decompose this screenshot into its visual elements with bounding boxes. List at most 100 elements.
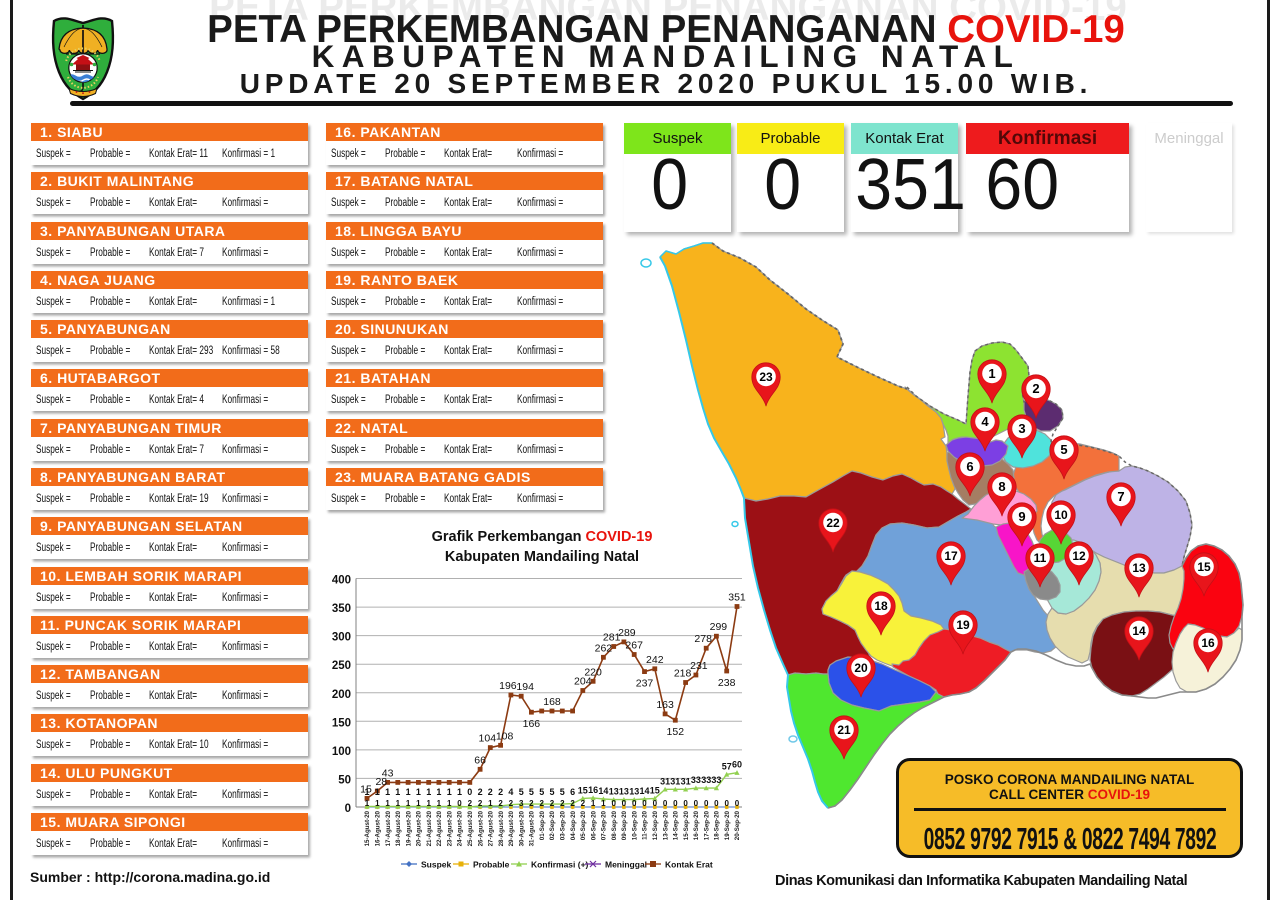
svg-text:20-Agust-20: 20-Agust-20: [416, 810, 423, 846]
svg-text:5: 5: [1060, 442, 1067, 457]
svg-text:299: 299: [710, 621, 728, 633]
svg-text:18: 18: [874, 599, 888, 613]
svg-text:1: 1: [406, 799, 411, 808]
svg-text:20-Sep-20: 20-Sep-20: [734, 810, 741, 840]
svg-text:262: 262: [595, 642, 613, 654]
svg-text:09-Sep-20: 09-Sep-20: [621, 810, 628, 840]
svg-text:02-Sep-20: 02-Sep-20: [549, 810, 556, 840]
svg-text:10: 10: [1054, 508, 1068, 522]
svg-text:21: 21: [837, 723, 851, 737]
svg-text:0: 0: [663, 799, 668, 808]
svg-text:22: 22: [826, 516, 840, 530]
svg-text:2: 2: [488, 787, 493, 797]
svg-text:12-Sep-20: 12-Sep-20: [652, 810, 659, 840]
svg-text:0: 0: [457, 799, 462, 808]
svg-text:220: 220: [584, 666, 602, 678]
svg-text:Meninggal: Meninggal: [605, 860, 647, 870]
svg-text:17-Agust-20: 17-Agust-20: [385, 810, 392, 846]
svg-text:Konfirmasi (+): Konfirmasi (+): [531, 860, 589, 870]
svg-text:2: 2: [539, 799, 544, 808]
svg-text:196: 196: [499, 680, 517, 692]
svg-text:16-Sep-20: 16-Sep-20: [693, 810, 700, 840]
svg-text:250: 250: [332, 660, 351, 672]
svg-text:2: 2: [478, 799, 483, 808]
svg-text:16-Agust-20: 16-Agust-20: [375, 810, 382, 846]
svg-text:13-Sep-20: 13-Sep-20: [662, 810, 669, 840]
svg-text:152: 152: [667, 726, 685, 738]
svg-text:15: 15: [1197, 560, 1211, 574]
svg-text:31: 31: [660, 776, 670, 786]
svg-text:1: 1: [396, 799, 401, 808]
svg-text:400: 400: [332, 575, 351, 587]
svg-text:03-Sep-20: 03-Sep-20: [560, 810, 567, 840]
svg-text:1: 1: [426, 799, 431, 808]
svg-text:06-Sep-20: 06-Sep-20: [590, 810, 597, 840]
svg-text:08-Sep-20: 08-Sep-20: [611, 810, 618, 840]
svg-text:0: 0: [714, 799, 719, 808]
svg-text:14: 14: [639, 786, 649, 796]
svg-text:13: 13: [619, 787, 629, 797]
svg-text:1: 1: [395, 787, 400, 797]
svg-text:278: 278: [694, 633, 712, 645]
svg-text:14: 14: [1132, 624, 1146, 638]
svg-text:4: 4: [981, 414, 989, 429]
svg-text:26-Agust-20: 26-Agust-20: [477, 810, 484, 846]
svg-text:2: 2: [570, 799, 575, 808]
svg-text:204: 204: [574, 676, 592, 688]
svg-text:6: 6: [570, 787, 575, 797]
svg-text:16: 16: [588, 785, 598, 795]
svg-text:31-Agust-20: 31-Agust-20: [529, 810, 536, 846]
svg-text:1: 1: [488, 799, 493, 808]
svg-text:2: 2: [498, 799, 503, 808]
svg-text:21-Agust-20: 21-Agust-20: [426, 810, 433, 846]
svg-text:8: 8: [998, 479, 1005, 494]
svg-text:0: 0: [673, 799, 678, 808]
svg-text:1: 1: [365, 799, 370, 808]
svg-text:218: 218: [674, 668, 692, 680]
svg-text:15-Sep-20: 15-Sep-20: [683, 810, 690, 840]
svg-text:168: 168: [543, 696, 561, 708]
svg-text:351: 351: [728, 592, 746, 604]
svg-text:1: 1: [364, 787, 369, 797]
svg-text:33: 33: [701, 775, 711, 785]
svg-text:6: 6: [966, 459, 973, 474]
svg-text:Kabupaten Mandailing Natal: Kabupaten Mandailing Natal: [445, 549, 639, 565]
svg-text:Kontak Erat: Kontak Erat: [665, 860, 713, 870]
svg-text:0: 0: [345, 803, 351, 815]
svg-text:30-Agust-20: 30-Agust-20: [518, 810, 525, 846]
svg-text:Suspek: Suspek: [421, 860, 452, 870]
svg-text:1: 1: [437, 799, 442, 808]
svg-text:0: 0: [694, 799, 699, 808]
svg-text:29-Agust-20: 29-Agust-20: [508, 810, 515, 846]
svg-text:5: 5: [560, 787, 565, 797]
svg-text:19-Agust-20: 19-Agust-20: [405, 810, 412, 846]
svg-text:15: 15: [650, 785, 660, 795]
svg-text:04-Sep-20: 04-Sep-20: [570, 810, 577, 840]
svg-text:1: 1: [447, 799, 452, 808]
svg-text:1: 1: [436, 787, 441, 797]
svg-text:57: 57: [722, 761, 732, 771]
svg-text:100: 100: [332, 746, 351, 758]
svg-text:05-Sep-20: 05-Sep-20: [580, 810, 587, 840]
svg-text:13: 13: [629, 787, 639, 797]
svg-text:0: 0: [467, 787, 472, 797]
svg-text:242: 242: [646, 654, 664, 666]
svg-text:33: 33: [691, 775, 701, 785]
svg-text:15: 15: [578, 785, 588, 795]
svg-text:20: 20: [854, 661, 868, 675]
svg-text:50: 50: [338, 774, 351, 786]
svg-text:5: 5: [529, 787, 534, 797]
svg-text:1: 1: [416, 799, 421, 808]
svg-text:3: 3: [1018, 421, 1025, 436]
svg-text:200: 200: [332, 689, 351, 701]
svg-text:23: 23: [759, 370, 773, 384]
svg-text:163: 163: [656, 699, 674, 711]
svg-text:1: 1: [375, 787, 380, 797]
svg-text:17-Sep-20: 17-Sep-20: [703, 810, 710, 840]
svg-text:0: 0: [642, 799, 647, 808]
svg-text:15-Agust-20: 15-Agust-20: [364, 810, 371, 846]
svg-text:23-Agust-20: 23-Agust-20: [446, 810, 453, 846]
svg-text:9: 9: [1018, 509, 1025, 524]
svg-text:14-Sep-20: 14-Sep-20: [673, 810, 680, 840]
svg-text:7: 7: [1117, 489, 1124, 504]
